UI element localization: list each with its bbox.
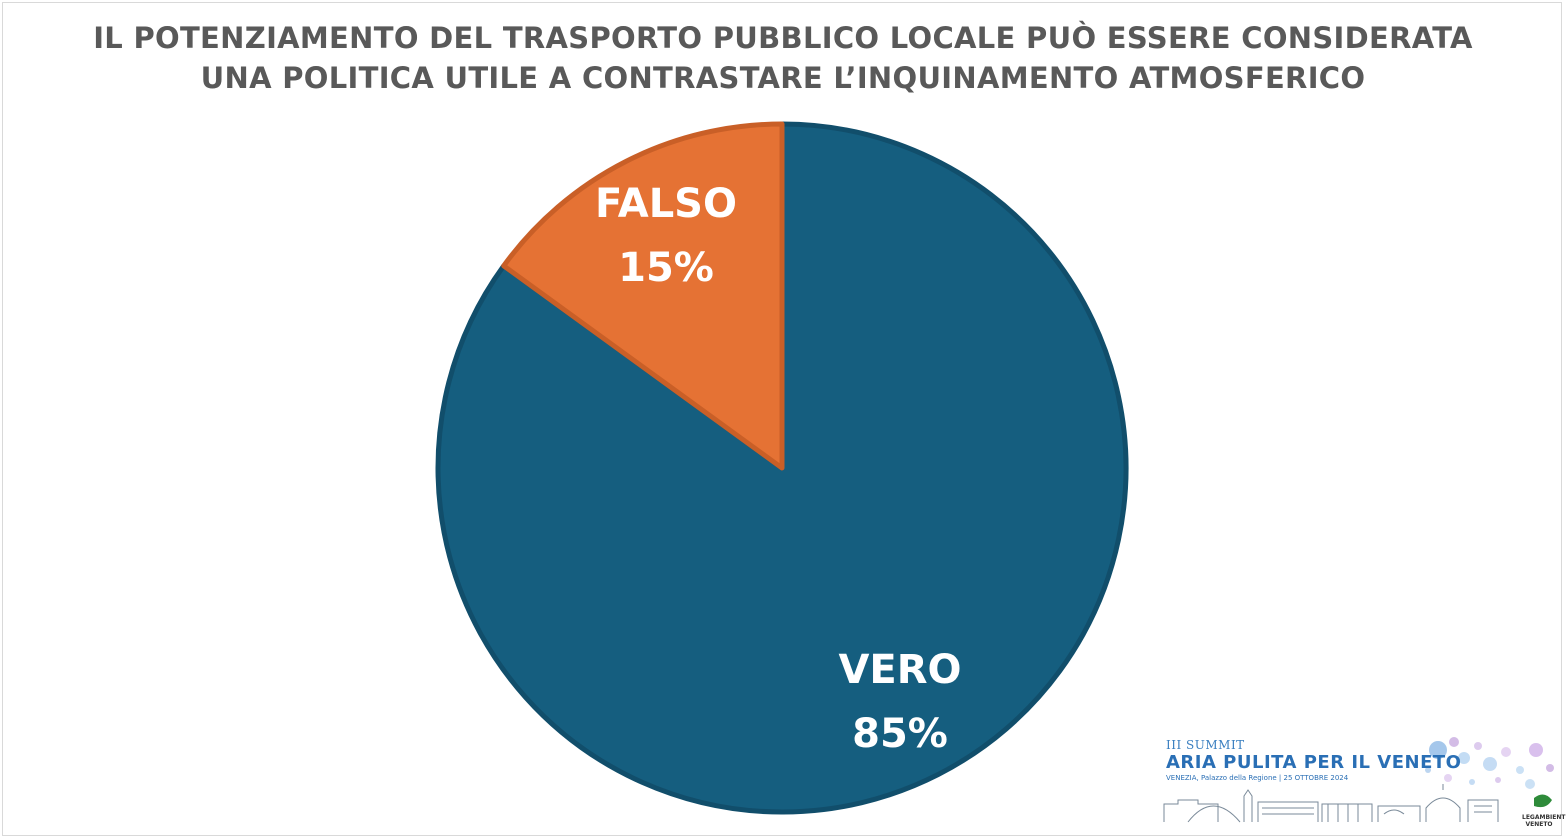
chart-title: IL POTENZIAMENTO DEL TRASPORTO PUBBLICO …	[0, 18, 1566, 98]
org-logo-text: LEGAMBIENTE VENETO	[1522, 814, 1566, 828]
slice-label-vero: VERO	[838, 647, 961, 693]
summit-edition: III SUMMIT	[1166, 738, 1245, 752]
chart-title-line-2: UNA POLITICA UTILE A CONTRASTARE L’INQUI…	[200, 61, 1366, 95]
summit-venue: VENEZIA, Palazzo della Regione | 25 OTTO…	[1166, 774, 1349, 782]
summit-name: ARIA PULITA PER IL VENETO	[1166, 752, 1462, 773]
summit-logo: III SUMMIT ARIA PULITA PER IL VENETO VEN…	[1158, 730, 1566, 830]
slice-value-falso: 15%	[618, 245, 714, 291]
chart-title-line-1: IL POTENZIAMENTO DEL TRASPORTO PUBBLICO …	[93, 21, 1473, 55]
pie-slice-falso	[501, 121, 785, 471]
slice-value-vero: 85%	[852, 711, 948, 757]
org-line-2: VENETO	[1525, 821, 1553, 828]
org-line-1: LEGAMBIENTE	[1522, 814, 1566, 821]
slice-label-falso: FALSO	[595, 181, 737, 227]
venice-skyline-graphic	[1163, 737, 1554, 823]
